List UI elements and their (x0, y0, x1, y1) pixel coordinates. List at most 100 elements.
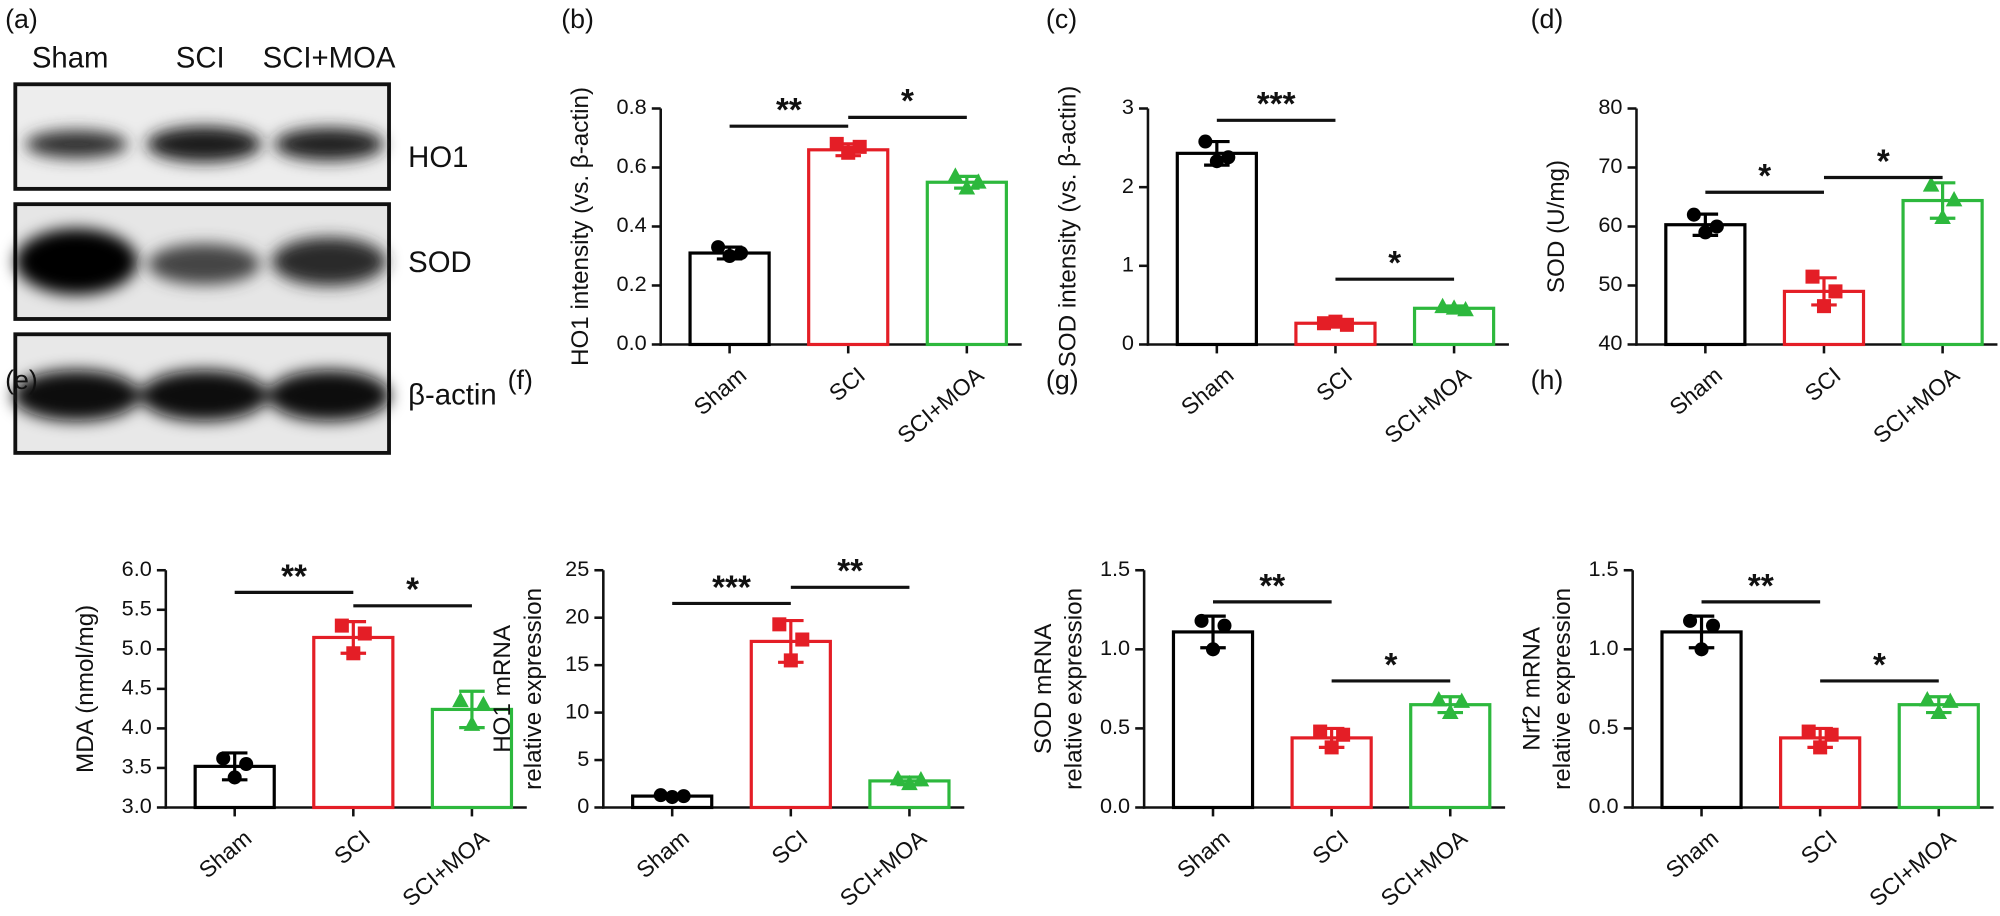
band-label: HO1 (408, 141, 468, 174)
y-tick-label: 0.8 (617, 94, 647, 119)
significance-label: * (1873, 647, 1886, 684)
panel-label: (g) (1046, 365, 1079, 395)
y-tick-label: 0.2 (617, 271, 647, 296)
data-point (1694, 642, 1709, 657)
bar (1409, 703, 1492, 810)
data-point (711, 240, 726, 255)
y-tick-label: 6.0 (122, 556, 152, 581)
bar-chart: (h) Nrf2 mRNA relative expression 0.0 0.5 1.0… (1519, 365, 1994, 911)
data-point (1336, 727, 1351, 742)
bar (1897, 703, 1980, 810)
data-point (475, 695, 492, 712)
y-tick-label: 0.5 (1100, 714, 1130, 739)
y-tick-label: 25 (565, 556, 589, 581)
y-tick-label: 0.5 (1588, 714, 1618, 739)
significance-label: ** (776, 92, 802, 129)
data-point (1205, 642, 1221, 657)
y-tick-label: 60 (1598, 212, 1622, 237)
significance-label: * (1388, 245, 1401, 282)
data-point (1457, 300, 1474, 317)
y-axis-label: SOD intensity (vs. β-actin) (1054, 86, 1081, 368)
significance-label: ** (837, 553, 863, 590)
y-tick-label: 0.0 (617, 330, 647, 355)
y-axis-label: Nrf2 mRNA (1519, 626, 1546, 751)
significance-label: *** (1257, 86, 1296, 123)
panel-label: (a) (5, 4, 38, 34)
data-point (1221, 150, 1236, 165)
panel-label: (h) (1531, 365, 1564, 395)
data-point (1441, 703, 1459, 719)
panel-label: (f) (508, 365, 533, 395)
data-point (1805, 269, 1820, 284)
y-axis-label: relative expression (520, 588, 547, 790)
bar (1290, 736, 1373, 810)
data-point (463, 715, 481, 731)
bar (688, 251, 771, 347)
band (25, 130, 128, 159)
y-axis-label: HO1 intensity (vs. β-actin) (567, 87, 594, 366)
data-point (1686, 207, 1701, 222)
y-tick-label: 0.0 (1100, 793, 1130, 818)
bar (807, 148, 890, 347)
y-tick-label: 70 (1598, 153, 1622, 178)
data-point (1945, 191, 1963, 207)
band (15, 228, 138, 295)
band (147, 243, 261, 285)
y-axis-label: relative expression (1549, 588, 1576, 790)
data-point (1209, 154, 1224, 169)
data-point (1934, 208, 1951, 225)
y-tick-label: 1.5 (1100, 556, 1130, 581)
data-point (947, 167, 964, 183)
band (146, 126, 262, 163)
y-tick-label: 0.6 (617, 153, 647, 178)
data-point (1683, 613, 1698, 628)
y-tick-label: 5 (577, 746, 589, 771)
y-tick-label: 5.5 (122, 596, 152, 621)
significance-label: * (1758, 158, 1771, 195)
bar (1901, 198, 1984, 347)
data-point (1930, 703, 1948, 719)
data-point (1328, 314, 1343, 329)
y-tick-label: 2 (1122, 173, 1134, 198)
data-point (676, 789, 691, 804)
data-point (1313, 724, 1328, 739)
band (271, 237, 387, 286)
data-point (1434, 297, 1451, 314)
data-point (1194, 613, 1209, 628)
y-tick-label: 0 (1122, 330, 1134, 355)
band (140, 369, 268, 422)
significance-label: * (901, 83, 914, 120)
y-tick-label: 15 (565, 651, 589, 676)
band (12, 369, 141, 422)
y-tick-label: 0 (577, 793, 589, 818)
data-point (346, 646, 361, 661)
data-point (1816, 299, 1831, 314)
bar-chart: (f) HO1 mRNA relative expression 0 5 10 15 20 25… (489, 365, 965, 911)
y-tick-label: 0.0 (1588, 793, 1618, 818)
data-point (829, 136, 844, 151)
data-point (1801, 724, 1816, 739)
data-point (970, 173, 987, 189)
data-point (665, 790, 680, 805)
y-tick-label: 3 (1122, 94, 1134, 119)
band (267, 369, 391, 422)
data-point (452, 691, 469, 708)
panel-label: (b) (561, 4, 594, 34)
y-axis-label: relative expression (1061, 588, 1088, 790)
lane-label: SCI (176, 42, 225, 75)
panel-label: (d) (1531, 4, 1564, 34)
data-point (1828, 284, 1843, 299)
data-point (783, 653, 798, 668)
data-point (841, 145, 856, 160)
data-point (722, 248, 737, 264)
significance-label: * (406, 572, 419, 609)
y-tick-label: 4.5 (122, 675, 152, 700)
bar (1175, 151, 1258, 347)
y-tick-label: 40 (1598, 330, 1622, 355)
western-blot: (a) Sham SCI SCI+MOA HO1 SOD β-actin (5, 4, 497, 455)
y-tick-label: 80 (1598, 94, 1622, 119)
y-tick-label: 0.4 (617, 212, 647, 237)
data-point (795, 632, 810, 647)
data-point (1941, 692, 1959, 708)
